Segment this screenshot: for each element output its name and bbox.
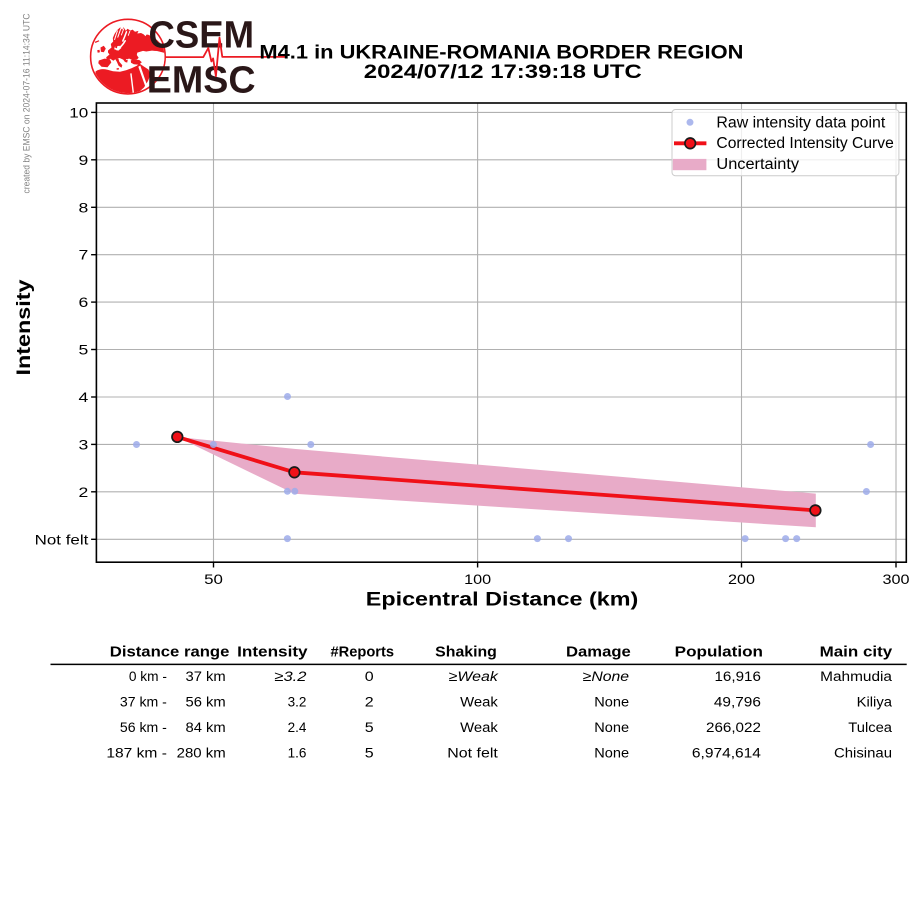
svg-text:2.4: 2.4 bbox=[288, 720, 307, 736]
svg-text:8: 8 bbox=[79, 199, 89, 215]
svg-text:3: 3 bbox=[79, 436, 89, 452]
svg-text:Damage: Damage bbox=[566, 644, 631, 661]
svg-text:EMSC: EMSC bbox=[147, 60, 256, 102]
svg-text:Kiliya: Kiliya bbox=[857, 695, 893, 711]
svg-text:37 km -: 37 km - bbox=[120, 695, 167, 711]
svg-text:2024/07/12 17:39:18 UTC: 2024/07/12 17:39:18 UTC bbox=[364, 61, 642, 83]
svg-text:Intensity: Intensity bbox=[13, 279, 35, 375]
svg-text:266,022: 266,022 bbox=[706, 720, 761, 736]
svg-text:Not felt: Not felt bbox=[447, 746, 498, 762]
svg-text:9: 9 bbox=[79, 152, 89, 168]
svg-text:0 km -: 0 km - bbox=[129, 669, 167, 685]
svg-text:7: 7 bbox=[79, 247, 89, 263]
svg-text:Main city: Main city bbox=[820, 644, 893, 661]
svg-text:5: 5 bbox=[79, 342, 89, 358]
svg-text:Uncertainty: Uncertainty bbox=[716, 156, 799, 173]
svg-text:Weak: Weak bbox=[460, 720, 499, 736]
svg-text:Chisinau: Chisinau bbox=[834, 746, 892, 762]
svg-text:CSEM: CSEM bbox=[149, 15, 255, 57]
svg-text:50: 50 bbox=[204, 571, 223, 587]
svg-text:100: 100 bbox=[464, 571, 491, 587]
svg-text:#Reports: #Reports bbox=[331, 644, 395, 661]
svg-text:Shaking: Shaking bbox=[435, 644, 497, 661]
svg-text:3.2: 3.2 bbox=[288, 695, 307, 711]
svg-text:6: 6 bbox=[79, 294, 89, 310]
svg-text:Not felt: Not felt bbox=[35, 531, 89, 547]
svg-text:56 km -: 56 km - bbox=[120, 720, 167, 736]
svg-text:Population: Population bbox=[675, 644, 763, 661]
svg-text:None: None bbox=[594, 695, 629, 711]
svg-text:56 km: 56 km bbox=[186, 695, 226, 711]
svg-text:187 km -: 187 km - bbox=[106, 746, 167, 762]
svg-text:Raw intensity data point: Raw intensity data point bbox=[716, 115, 886, 132]
svg-text:M4.1 in UKRAINE-ROMANIA BORDER: M4.1 in UKRAINE-ROMANIA BORDER REGION bbox=[259, 41, 743, 63]
svg-text:4: 4 bbox=[79, 389, 89, 405]
svg-text:0: 0 bbox=[365, 669, 374, 685]
svg-text:2: 2 bbox=[365, 695, 374, 711]
svg-text:16,916: 16,916 bbox=[715, 669, 762, 685]
svg-text:10: 10 bbox=[69, 104, 88, 120]
svg-text:200: 200 bbox=[728, 571, 755, 587]
svg-text:6,974,614: 6,974,614 bbox=[692, 746, 761, 762]
svg-text:5: 5 bbox=[365, 720, 374, 736]
svg-text:Weak: Weak bbox=[460, 695, 499, 711]
svg-text:37 km: 37 km bbox=[186, 669, 226, 685]
svg-text:Mahmudia: Mahmudia bbox=[820, 669, 892, 685]
svg-text:created by EMSC on 2024-07-16: created by EMSC on 2024-07-16 11:14:34 U… bbox=[22, 13, 33, 193]
svg-text:2: 2 bbox=[79, 484, 89, 500]
svg-text:Corrected Intensity Curve: Corrected Intensity Curve bbox=[716, 135, 893, 152]
svg-text:49,796: 49,796 bbox=[714, 695, 761, 711]
svg-text:≥None: ≥None bbox=[583, 669, 630, 685]
svg-text:None: None bbox=[594, 746, 629, 762]
svg-text:280 km: 280 km bbox=[177, 746, 226, 762]
svg-text:≥Weak: ≥Weak bbox=[449, 669, 499, 685]
svg-text:84 km: 84 km bbox=[186, 720, 226, 736]
svg-text:5: 5 bbox=[365, 746, 374, 762]
svg-text:None: None bbox=[594, 720, 629, 736]
svg-text:Epicentral Distance (km): Epicentral Distance (km) bbox=[366, 588, 639, 610]
svg-text:Intensity: Intensity bbox=[237, 644, 308, 661]
svg-text:Tulcea: Tulcea bbox=[848, 720, 892, 736]
svg-text:≥3.2: ≥3.2 bbox=[274, 669, 306, 685]
svg-text:Distance range: Distance range bbox=[110, 644, 230, 661]
svg-text:1.6: 1.6 bbox=[288, 746, 307, 762]
svg-text:300: 300 bbox=[883, 571, 910, 587]
